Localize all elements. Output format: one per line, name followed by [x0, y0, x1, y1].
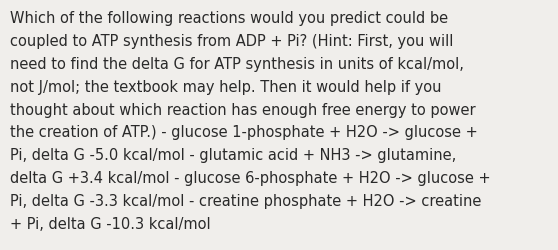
- Text: delta G +3.4 kcal/mol - glucose 6-phosphate + H2O -> glucose +: delta G +3.4 kcal/mol - glucose 6-phosph…: [10, 170, 490, 186]
- Text: Which of the following reactions would you predict could be: Which of the following reactions would y…: [10, 11, 448, 26]
- Text: the creation of ATP.) - glucose 1-phosphate + H2O -> glucose +: the creation of ATP.) - glucose 1-phosph…: [10, 125, 478, 140]
- Text: not J/mol; the textbook may help. Then it would help if you: not J/mol; the textbook may help. Then i…: [10, 80, 441, 94]
- Text: thought about which reaction has enough free energy to power: thought about which reaction has enough …: [10, 102, 475, 117]
- Text: Pi, delta G -3.3 kcal/mol - creatine phosphate + H2O -> creatine: Pi, delta G -3.3 kcal/mol - creatine pho…: [10, 193, 482, 208]
- Text: need to find the delta G for ATP synthesis in units of kcal/mol,: need to find the delta G for ATP synthes…: [10, 57, 464, 72]
- Text: coupled to ATP synthesis from ADP + Pi? (Hint: First, you will: coupled to ATP synthesis from ADP + Pi? …: [10, 34, 454, 49]
- Text: Pi, delta G -5.0 kcal/mol - glutamic acid + NH3 -> glutamine,: Pi, delta G -5.0 kcal/mol - glutamic aci…: [10, 148, 456, 163]
- Text: + Pi, delta G -10.3 kcal/mol: + Pi, delta G -10.3 kcal/mol: [10, 216, 211, 231]
